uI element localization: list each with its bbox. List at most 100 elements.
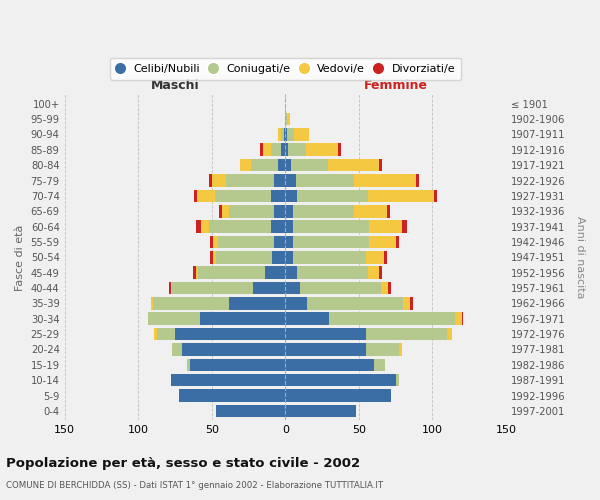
Bar bbox=[286, 251, 293, 264]
Bar bbox=[151, 297, 153, 310]
Text: Femmine: Femmine bbox=[364, 79, 428, 92]
Legend: Celibi/Nubili, Coniugati/e, Vedovi/e, Divorziati/e: Celibi/Nubili, Coniugati/e, Vedovi/e, Di… bbox=[110, 58, 461, 80]
Bar bbox=[286, 312, 329, 325]
Bar bbox=[434, 190, 437, 202]
Bar bbox=[239, 159, 251, 172]
Bar bbox=[329, 312, 455, 325]
Bar bbox=[172, 282, 253, 294]
Bar bbox=[286, 343, 366, 356]
Bar bbox=[286, 282, 300, 294]
Bar bbox=[366, 343, 398, 356]
Bar bbox=[286, 404, 356, 417]
Bar bbox=[213, 251, 216, 264]
Bar bbox=[369, 236, 395, 248]
Bar bbox=[368, 266, 379, 279]
Bar bbox=[297, 266, 368, 279]
Bar bbox=[153, 297, 229, 310]
Bar bbox=[291, 159, 328, 172]
Bar bbox=[384, 251, 387, 264]
Bar bbox=[213, 236, 218, 248]
Bar bbox=[209, 174, 212, 187]
Bar bbox=[306, 144, 338, 156]
Bar bbox=[200, 312, 286, 325]
Bar bbox=[190, 358, 286, 371]
Bar bbox=[278, 128, 281, 140]
Bar bbox=[157, 328, 175, 340]
Bar bbox=[286, 205, 293, 218]
Bar bbox=[369, 220, 401, 233]
Bar bbox=[196, 266, 199, 279]
Bar bbox=[286, 159, 291, 172]
Bar bbox=[288, 144, 306, 156]
Bar bbox=[286, 174, 296, 187]
Bar bbox=[210, 251, 213, 264]
Bar bbox=[294, 128, 309, 140]
Bar bbox=[368, 190, 434, 202]
Bar bbox=[148, 312, 200, 325]
Bar bbox=[154, 328, 157, 340]
Bar bbox=[253, 282, 286, 294]
Bar bbox=[286, 390, 391, 402]
Bar bbox=[286, 144, 288, 156]
Bar bbox=[374, 358, 385, 371]
Bar bbox=[455, 312, 462, 325]
Bar bbox=[381, 282, 388, 294]
Bar bbox=[182, 343, 286, 356]
Bar bbox=[366, 328, 447, 340]
Bar bbox=[398, 343, 401, 356]
Bar bbox=[175, 328, 286, 340]
Bar bbox=[293, 205, 355, 218]
Bar bbox=[222, 205, 229, 218]
Bar bbox=[366, 251, 384, 264]
Bar bbox=[387, 205, 390, 218]
Bar bbox=[274, 205, 286, 218]
Bar bbox=[226, 174, 274, 187]
Text: Popolazione per età, sesso e stato civile - 2002: Popolazione per età, sesso e stato civil… bbox=[6, 458, 360, 470]
Bar bbox=[395, 236, 398, 248]
Y-axis label: Anni di nascita: Anni di nascita bbox=[575, 216, 585, 298]
Bar bbox=[379, 266, 382, 279]
Bar bbox=[193, 266, 196, 279]
Bar bbox=[229, 205, 274, 218]
Bar bbox=[199, 266, 265, 279]
Bar bbox=[271, 190, 286, 202]
Bar bbox=[355, 205, 387, 218]
Bar bbox=[281, 144, 286, 156]
Bar bbox=[416, 174, 419, 187]
Bar bbox=[286, 113, 287, 126]
Bar bbox=[410, 297, 413, 310]
Bar bbox=[260, 144, 263, 156]
Bar bbox=[169, 282, 170, 294]
Bar bbox=[403, 297, 410, 310]
Bar bbox=[196, 220, 202, 233]
Bar bbox=[293, 251, 366, 264]
Bar bbox=[307, 297, 403, 310]
Bar bbox=[216, 251, 272, 264]
Bar bbox=[286, 328, 366, 340]
Bar bbox=[447, 328, 452, 340]
Bar bbox=[286, 374, 395, 386]
Bar bbox=[355, 174, 416, 187]
Bar bbox=[263, 144, 271, 156]
Bar bbox=[209, 220, 271, 233]
Bar bbox=[462, 312, 463, 325]
Bar bbox=[300, 282, 381, 294]
Text: Maschi: Maschi bbox=[151, 79, 199, 92]
Bar bbox=[219, 205, 222, 218]
Bar bbox=[271, 220, 286, 233]
Bar bbox=[401, 220, 407, 233]
Bar bbox=[170, 282, 172, 294]
Bar bbox=[287, 113, 290, 126]
Bar bbox=[293, 220, 369, 233]
Bar bbox=[229, 297, 286, 310]
Bar bbox=[297, 190, 368, 202]
Bar bbox=[284, 128, 286, 140]
Y-axis label: Fasce di età: Fasce di età bbox=[15, 224, 25, 290]
Bar bbox=[172, 343, 182, 356]
Bar bbox=[212, 174, 226, 187]
Bar bbox=[170, 374, 286, 386]
Bar bbox=[197, 190, 215, 202]
Bar bbox=[379, 159, 382, 172]
Bar bbox=[194, 190, 197, 202]
Bar bbox=[215, 190, 271, 202]
